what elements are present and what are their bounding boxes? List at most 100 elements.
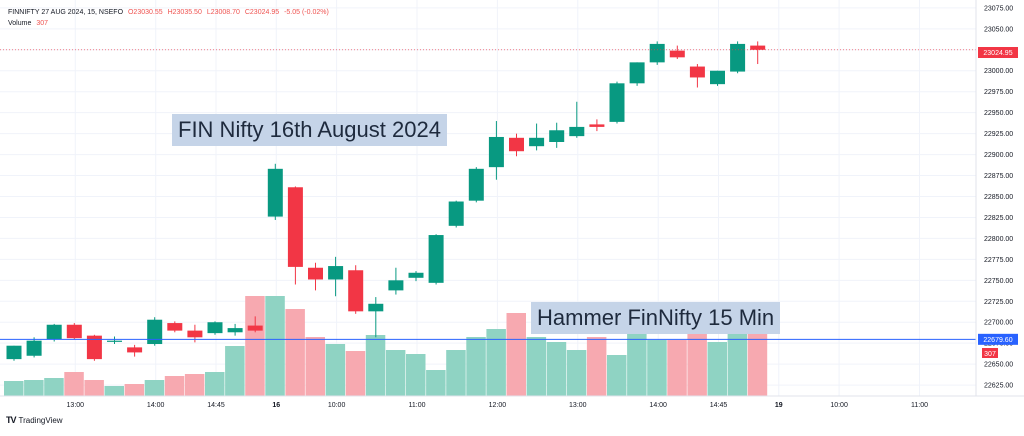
volume-bar — [466, 337, 486, 396]
candle-body — [287, 187, 303, 267]
volume-tag — [982, 348, 998, 358]
candle-body — [107, 340, 122, 342]
candle-body — [6, 345, 22, 360]
hammer-annotation[interactable]: Hammer FinNifty 15 Min — [531, 302, 781, 334]
volume-bar — [184, 374, 205, 396]
volume-bar — [285, 309, 305, 396]
y-tick-label: 22700.00 — [984, 320, 1013, 327]
y-tick-label: 22850.00 — [984, 194, 1013, 201]
y-tick-label: 22775.00 — [984, 257, 1013, 264]
candle-body — [86, 335, 102, 360]
volume-bar — [446, 350, 466, 396]
volume-bar — [84, 380, 104, 396]
price-labels: 23024.95 22679.60 307 — [978, 47, 1018, 358]
candle-body — [147, 319, 163, 345]
open-value: O23030.55 — [127, 9, 163, 16]
x-tick-label: 14:45 — [710, 402, 728, 409]
candle-body — [750, 45, 766, 50]
volume-bar — [245, 296, 265, 396]
last-price-tag — [978, 47, 1018, 58]
high-value: H23035.50 — [167, 9, 202, 16]
candle-body — [227, 328, 243, 333]
change-value: -5.05 (-0.02%) — [284, 9, 329, 16]
candle-body — [46, 324, 62, 339]
y-tick-label: 23075.00 — [984, 5, 1013, 12]
y-tick-label: 22900.00 — [984, 152, 1013, 159]
hline-price-tag — [978, 333, 1018, 345]
x-tick-label: 13:00 — [67, 402, 85, 409]
x-tick-label: 14:00 — [649, 402, 667, 409]
y-tick-label: 22925.00 — [984, 131, 1013, 138]
title-annotation[interactable]: FIN Nifty 16th August 2024 — [172, 114, 447, 146]
volume-bar — [506, 313, 526, 396]
candle-body — [589, 124, 605, 127]
volume-bar — [486, 329, 506, 396]
candle-body — [468, 168, 484, 201]
x-tick-label: 19 — [775, 402, 783, 409]
candle-body — [127, 347, 143, 353]
candle-body — [428, 235, 444, 283]
tradingview-logo[interactable]: TV TradingView — [6, 415, 63, 425]
y-tick-label: 22625.00 — [984, 383, 1013, 390]
candle-body — [267, 168, 283, 217]
volume-bar — [607, 355, 627, 396]
candle-body — [448, 201, 464, 226]
volume-tag-label: 307 — [984, 351, 996, 358]
volume-legend: Volume 307 — [8, 20, 51, 27]
volume-bar — [164, 376, 185, 396]
candle-body — [167, 323, 183, 331]
y-tick-label: 22800.00 — [984, 236, 1013, 243]
volume-bar — [265, 296, 285, 396]
volume-bar — [104, 386, 124, 396]
candle-body — [66, 324, 82, 339]
x-tick-label: 13:00 — [569, 402, 587, 409]
candle-body — [368, 303, 384, 312]
time-axis[interactable]: 13:00 14:00 14:45 16 10:00 11:00 12:00 13:00 14:… — [67, 402, 929, 409]
hline-price-label: 22679.60 — [983, 337, 1012, 344]
x-tick-label: 10:00 — [830, 402, 848, 409]
volume-label: Volume — [8, 20, 32, 27]
volume-bar — [325, 344, 346, 396]
x-tick-label: 16 — [272, 402, 280, 409]
volume-bar — [687, 328, 707, 396]
y-tick-label: 22750.00 — [984, 278, 1013, 285]
candle-body — [488, 136, 504, 168]
volume-bar — [345, 351, 366, 396]
volume-bar — [727, 319, 748, 396]
symbol-info: FINNIFTY 27 AUG 2024, 15, NSEFO — [8, 9, 124, 16]
volume-bar — [526, 337, 547, 396]
y-tick-label: 22725.00 — [984, 299, 1013, 306]
x-tick-label: 10:00 — [328, 402, 346, 409]
volume-bar — [667, 340, 687, 396]
y-tick-label: 22825.00 — [984, 215, 1013, 222]
volume-bar — [627, 329, 647, 396]
volume-value: 307 — [36, 20, 48, 27]
x-tick-label: 12:00 — [489, 402, 507, 409]
candle-body — [26, 340, 42, 356]
candle-body — [348, 270, 364, 312]
volume-bar — [406, 354, 426, 396]
volume-bar — [64, 372, 84, 396]
volume-bar — [24, 380, 44, 396]
candle-body — [549, 130, 565, 142]
y-tick-label: 22975.00 — [984, 89, 1013, 96]
volume-bar — [566, 350, 587, 396]
x-tick-label: 14:00 — [147, 402, 165, 409]
volume-bar — [4, 381, 24, 396]
y-tick-label: 23050.00 — [984, 26, 1013, 33]
volume-bar — [385, 350, 406, 396]
candle-body — [689, 66, 705, 78]
candle-body — [187, 330, 203, 338]
candle-body — [669, 50, 685, 58]
x-tick-label: 14:45 — [207, 402, 225, 409]
tradingview-logo-icon: TV — [6, 415, 16, 425]
candle-layer — [6, 41, 766, 361]
last-price-label: 23024.95 — [983, 50, 1012, 57]
tradingview-brand: TradingView — [18, 415, 63, 425]
candle-body — [529, 137, 545, 147]
candle-body — [710, 70, 725, 85]
horizontal-line-layer[interactable] — [0, 49, 976, 340]
y-tick-label: 22875.00 — [984, 173, 1013, 180]
volume-layer — [4, 296, 768, 396]
